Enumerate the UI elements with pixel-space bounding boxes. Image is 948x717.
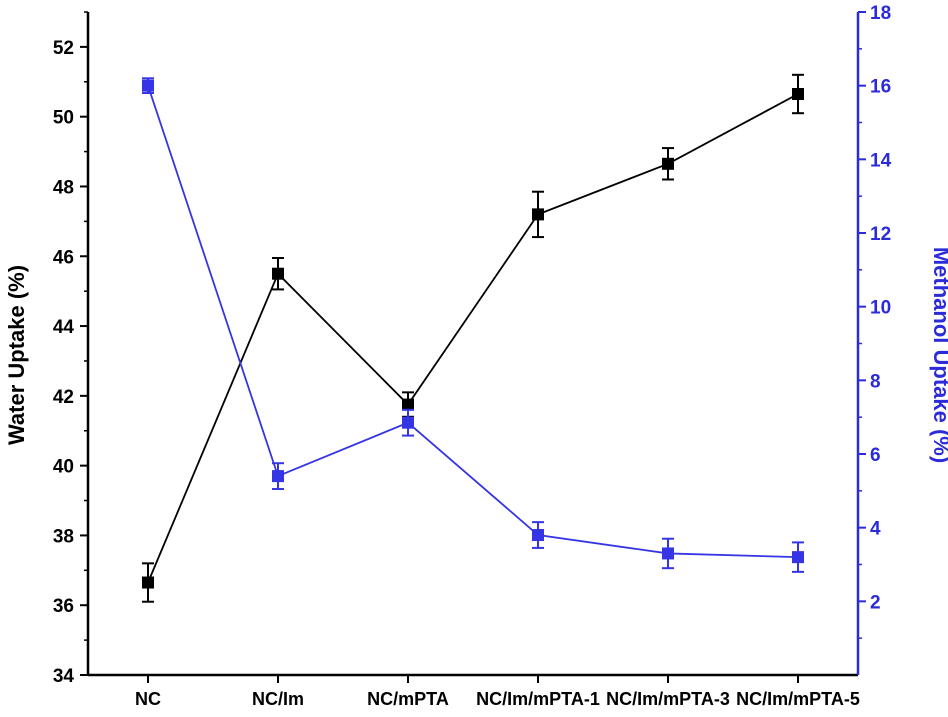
series-line — [147, 93, 799, 583]
data-point — [662, 547, 674, 560]
left-tick-label: 36 — [53, 596, 74, 617]
left-tick-label: 44 — [53, 317, 75, 338]
left-tick-label: 46 — [53, 247, 74, 268]
x-tick-label: NC/Im — [252, 689, 304, 709]
data-point — [532, 208, 544, 221]
right-tick-label: 8 — [870, 371, 881, 392]
x-tick-label: NC — [135, 689, 161, 709]
series-line — [147, 85, 799, 559]
left-tick-label: 38 — [53, 526, 74, 547]
left-y-axis: 34 36 38 40 42 44 46 48 50 52 — [53, 11, 88, 687]
right-tick-label: 18 — [870, 3, 891, 24]
right-tick-label: 14 — [870, 150, 892, 171]
series-layer — [142, 73, 804, 603]
right-tick-label: 10 — [870, 298, 891, 319]
left-tick-label: 42 — [53, 387, 74, 408]
series-2 — [142, 77, 804, 573]
right-tick-label: 2 — [870, 592, 881, 613]
left-axis-title: Water Uptake (%) — [4, 265, 29, 445]
right-tick-label: 6 — [870, 445, 881, 466]
x-tick-label: NC/Im/mPTA-3 — [606, 689, 730, 709]
data-point — [142, 79, 154, 92]
x-tick-label: NC/Im/mPTA-5 — [736, 689, 860, 709]
data-point — [792, 88, 804, 101]
right-y-axis: 2 4 6 8 10 12 14 16 18 — [858, 3, 892, 639]
data-point — [272, 267, 284, 280]
data-point — [532, 529, 544, 542]
right-tick-label: 12 — [870, 224, 891, 245]
data-point — [402, 398, 414, 411]
left-tick-label: 40 — [53, 457, 74, 478]
x-tick-label: NC/Im/mPTA-1 — [476, 689, 600, 709]
data-point — [142, 576, 154, 589]
plot-frame — [86, 12, 860, 677]
left-tick-label: 34 — [53, 666, 75, 687]
right-axis-title: Methanol Uptake (%) — [929, 247, 948, 463]
right-tick-label: 4 — [870, 519, 881, 540]
right-tick-label: 16 — [870, 77, 891, 98]
left-tick-label: 48 — [53, 177, 74, 198]
data-point — [662, 157, 674, 170]
left-tick-label: 50 — [53, 108, 74, 129]
x-axis: NC NC/Im NC/mPTA NC/Im/mPTA-1 NC/Im/mPTA-3 NC… — [135, 675, 860, 709]
x-tick-label: NC/mPTA — [367, 689, 449, 709]
data-point — [272, 470, 284, 483]
data-point — [402, 416, 414, 429]
data-point — [792, 551, 804, 564]
left-tick-label: 52 — [53, 38, 74, 59]
series-1 — [142, 73, 804, 603]
